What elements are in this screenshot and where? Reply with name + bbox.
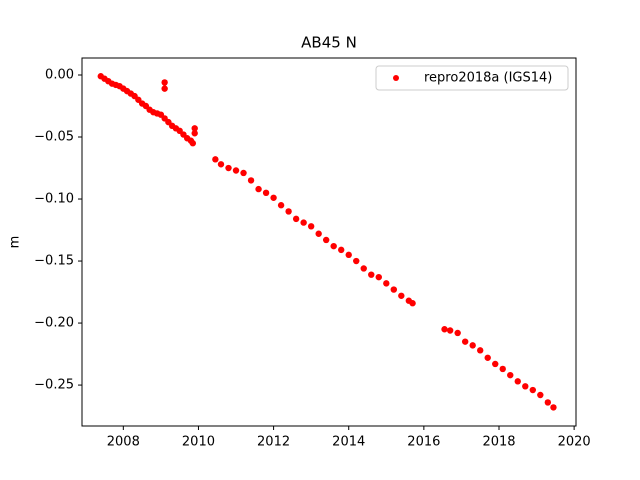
y-tick-label: −0.20	[34, 316, 74, 331]
x-tick-label: 2014	[332, 435, 365, 450]
point	[240, 169, 247, 177]
point	[409, 300, 416, 307]
point	[469, 342, 476, 349]
point	[345, 251, 352, 259]
point	[338, 246, 345, 254]
point	[461, 338, 469, 345]
point	[255, 185, 262, 193]
point	[398, 292, 405, 299]
point	[277, 202, 285, 209]
point	[262, 189, 270, 197]
point	[353, 257, 360, 265]
point	[544, 399, 552, 406]
point	[360, 265, 367, 272]
legend-label: repro2018a (IGS14)	[424, 71, 552, 86]
point	[390, 286, 398, 293]
point	[499, 365, 506, 373]
point	[292, 215, 300, 223]
x-tick-label: 2018	[482, 435, 515, 450]
y-tick-label: −0.10	[34, 192, 74, 207]
point	[484, 354, 491, 361]
point	[492, 360, 499, 368]
point	[217, 161, 225, 168]
y-tick-label: −0.05	[34, 130, 74, 145]
point	[383, 280, 390, 287]
point	[161, 79, 168, 86]
point	[191, 130, 198, 137]
point	[307, 223, 315, 230]
point	[247, 177, 255, 184]
point	[550, 404, 557, 411]
point	[322, 236, 330, 244]
x-tick-label: 2008	[107, 435, 140, 450]
plot-frame	[81, 57, 577, 427]
point	[161, 85, 168, 92]
point	[522, 383, 529, 390]
x-tick-label: 2016	[407, 435, 440, 450]
point	[225, 164, 232, 172]
y-axis-label: m	[8, 236, 23, 249]
legend-marker	[393, 75, 399, 81]
y-tick-label: 0.00	[45, 67, 74, 82]
y-tick-label: −0.15	[34, 254, 74, 269]
chart-title: AB45 N	[301, 34, 357, 52]
point	[441, 326, 448, 333]
point	[529, 386, 536, 394]
point	[300, 219, 307, 226]
point	[375, 273, 382, 281]
y-tick-label: −0.25	[34, 378, 74, 393]
point	[477, 347, 484, 354]
point	[315, 230, 322, 237]
point	[232, 167, 240, 174]
point	[507, 371, 514, 379]
point	[191, 125, 198, 132]
point	[514, 378, 521, 385]
point	[368, 271, 375, 278]
point	[454, 329, 461, 337]
point	[537, 391, 544, 399]
x-tick-label: 2010	[182, 435, 215, 450]
legend-box	[375, 65, 569, 91]
x-tick-label: 2012	[257, 435, 290, 450]
x-tick-label: 2020	[558, 435, 591, 450]
point	[270, 194, 277, 201]
point	[330, 242, 337, 250]
point	[446, 327, 454, 334]
point	[212, 156, 219, 163]
point	[285, 208, 292, 215]
point	[189, 140, 197, 147]
